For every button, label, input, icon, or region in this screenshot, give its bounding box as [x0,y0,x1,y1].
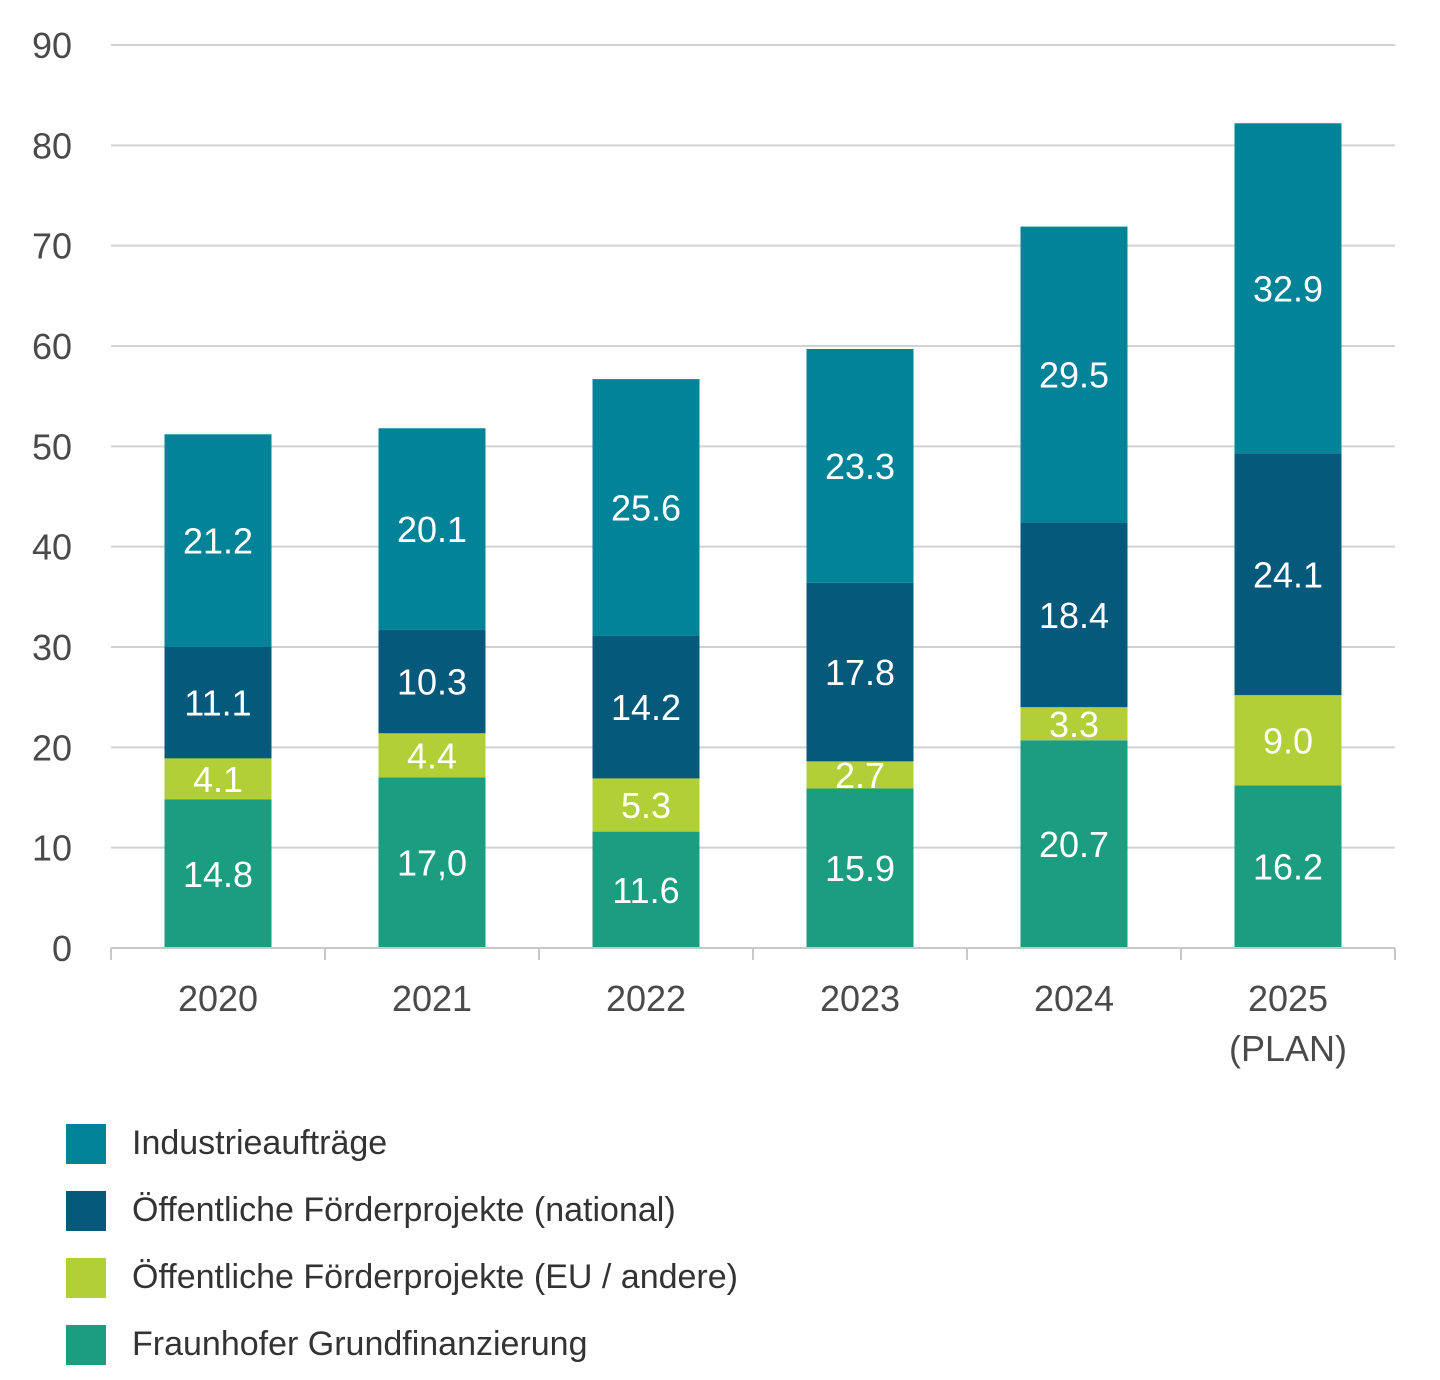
data-label: 17,0 [397,843,467,884]
legend-item: Öffentliche Förderprojekte (national) [66,1177,738,1244]
bar-segment [1020,522,1128,708]
data-label: 14.8 [183,854,253,895]
data-label: 24.1 [1253,554,1323,595]
bar-segment [164,647,272,759]
y-tick-label: 40 [32,527,72,568]
data-label: 21.2 [183,521,253,562]
x-tick-label: 2023 [820,978,900,1019]
y-tick-label: 30 [32,627,72,668]
bar-segment [806,582,914,762]
bar-segment [164,799,272,948]
bar-segment [1020,740,1128,948]
data-labels: 14.8 4.1 11.1 21.2 17,0 4.4 10.3 20.1 11.6 5.3 14.… [183,268,1323,910]
bar-segment [164,434,272,647]
bar-segment [378,428,486,630]
data-label: 14.2 [611,687,681,728]
bar-segment [164,758,272,800]
data-label: 3.3 [1049,704,1099,745]
bar-segment [592,778,700,832]
x-tick-label: 2021 [392,978,472,1019]
data-label: 18.4 [1039,595,1109,636]
data-label: 15.9 [825,848,895,889]
x-tick-label: 2020 [178,978,258,1019]
data-label: 29.5 [1039,355,1109,396]
legend-swatch [66,1190,106,1231]
data-label: 11.6 [612,870,679,911]
data-label: 4.4 [407,735,457,776]
y-tick-label: 50 [32,426,72,467]
legend-label: Fraunhofer Grundfinanzierung [132,1325,588,1363]
bar-segment [1020,226,1128,523]
legend-swatch [66,1123,106,1164]
bar-segment [378,733,486,778]
y-tick-label: 90 [32,25,72,66]
gridlines [111,44,1395,849]
data-label: 20.1 [397,509,467,550]
y-tick-label: 70 [32,226,72,267]
bar-segment [378,629,486,734]
legend-swatch [66,1324,106,1365]
bars [164,123,1342,948]
y-tick-label: 60 [32,326,72,367]
legend-label: Öffentliche Förderprojekte (EU / andere) [132,1258,738,1296]
legend-item: Öffentliche Förderprojekte (EU / andere) [66,1244,738,1311]
data-label: 4.1 [193,759,243,800]
legend-item: Industrieaufträge [66,1110,738,1177]
legend-label: Industrieaufträge [132,1124,388,1162]
legend-item: Fraunhofer Grundfinanzierung [66,1311,738,1378]
bar-segment [1234,785,1342,948]
legend-swatch [66,1257,106,1298]
bar-segment [1020,707,1128,741]
y-tick-label: 0 [52,928,72,969]
data-label: 17.8 [825,652,895,693]
y-tick-label: 20 [32,727,72,768]
bar-segment [1234,123,1342,454]
bar-segment [1234,453,1342,696]
bar-segment [1234,695,1342,786]
data-label: 10.3 [397,662,467,703]
x-tick-label: 2025 [1248,978,1328,1019]
data-label: 20.7 [1039,824,1109,865]
x-tick-label: 2024 [1034,978,1114,1019]
data-label: 32.9 [1253,268,1323,309]
bar-segment [806,761,914,789]
x-tick-label: 2022 [606,978,686,1019]
x-tick-sublabel: (PLAN) [1229,1028,1347,1069]
stacked-bar-chart: 14.8 4.1 11.1 21.2 17,0 4.4 10.3 20.1 11.6 5.3 14.… [32,25,1396,1069]
bar-segment [592,379,700,636]
axes: 0 10 20 30 40 50 60 70 80 90 2020 2021 2022 2023 2024 2… [32,25,1396,1069]
data-label: 16.2 [1253,847,1323,888]
data-label: 25.6 [611,488,681,529]
y-tick-label: 10 [32,828,72,869]
data-label: 23.3 [825,446,895,487]
bar-segment [378,777,486,948]
bar-segment [806,349,914,583]
data-label: 11.1 [184,683,251,724]
legend-label: Öffentliche Förderprojekte (national) [132,1191,676,1229]
data-label: 2.7 [835,755,885,796]
data-label: 5.3 [621,785,671,826]
bar-segment [806,788,914,948]
y-tick-label: 80 [32,125,72,166]
bar-segment [592,635,700,779]
data-label: 9.0 [1263,720,1313,761]
legend: Industrieaufträge Öffentliche Förderproj… [66,1110,738,1378]
bar-segment [592,831,700,948]
